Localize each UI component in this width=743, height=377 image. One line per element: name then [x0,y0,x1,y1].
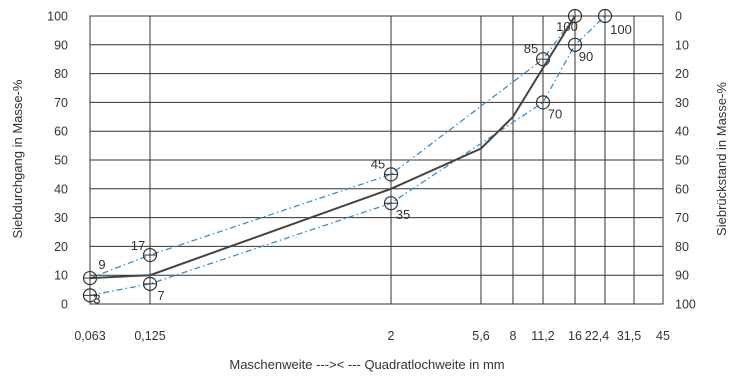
x-tick-label: 45 [656,329,670,343]
x-tick-label: 0,125 [134,329,165,343]
y-tick-label-left: 0 [61,298,68,312]
y-tick-label-left: 80 [54,67,68,81]
grading-curve-line [89,15,576,280]
x-axis-label: Maschenweite --->< --- Quadratlochweite … [229,357,504,372]
y-tick-label-right: 50 [675,154,689,168]
y-tick-label-left: 60 [54,125,68,139]
y-tick-label-left: 30 [54,211,68,225]
y-tick-label-right: 10 [675,38,689,52]
y-tick-label-right: 0 [675,10,682,24]
lower-limit-data-label: 3 [93,291,100,306]
tick-labels: 0102030405060708090100100908070605040302… [47,10,696,344]
upper-limit-data-label: 17 [131,238,145,253]
y-tick-label-right: 70 [675,211,689,225]
lower-limit-data-label: 70 [548,106,562,121]
y-tick-label-left: 10 [54,269,68,283]
y-tick-label-right: 30 [675,96,689,110]
y-tick-label-left: 100 [47,10,68,24]
y-axis-label-right: Siebrückstand in Masse-% [714,82,729,236]
x-tick-label: 2 [388,329,395,343]
y-tick-label-left: 70 [54,96,68,110]
x-tick-label: 0,063 [74,329,105,343]
x-tick-label: 31,5 [617,329,641,343]
lower-limit-data-label: 90 [579,49,593,64]
y-tick-label-right: 90 [675,269,689,283]
x-tick-label: 16 [568,329,582,343]
lower-limit-line [89,15,606,296]
y-tick-label-right: 40 [675,125,689,139]
upper-limit-data-label: 85 [524,41,538,56]
lower-limit-data-label: 35 [396,207,410,222]
x-tick-label: 5,6 [472,329,489,343]
plot-frame [89,15,664,305]
y-tick-label-right: 100 [675,298,696,312]
upper-limit-data-label: 100 [556,19,578,34]
lower-limit-data-label: 7 [157,288,164,303]
y-tick-label-left: 40 [54,182,68,196]
y-tick-label-left: 50 [54,154,68,168]
x-tick-label: 11,2 [531,329,554,343]
upper-limit-data-label: 45 [371,156,385,171]
grid [89,15,664,305]
y-tick-label-left: 20 [54,240,68,254]
upper-limit-data-label: 9 [98,257,105,272]
y-axis-label-left: Siebdurchgang in Masse-% [10,79,25,238]
x-tick-label: 22,4 [585,329,609,343]
y-tick-label-right: 60 [675,182,689,196]
y-tick-label-right: 20 [675,67,689,81]
x-tick-label: 8 [510,329,517,343]
upper-limit-line [89,15,576,279]
lower-limit-data-label: 100 [610,22,632,37]
y-tick-label-right: 80 [675,240,689,254]
y-tick-label-left: 90 [54,38,68,52]
